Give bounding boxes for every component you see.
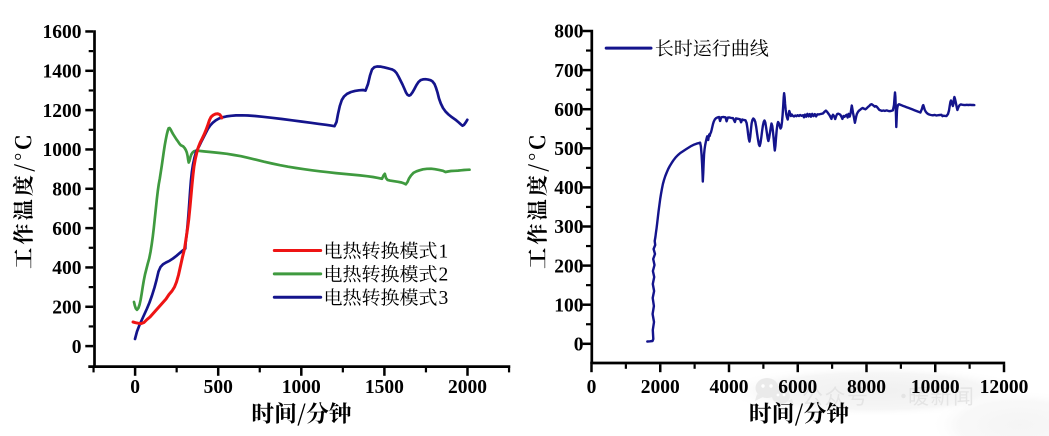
svg-text:1400: 1400 <box>43 61 82 82</box>
svg-text:100: 100 <box>554 295 583 316</box>
svg-text:0: 0 <box>130 377 140 398</box>
svg-text:200: 200 <box>554 256 583 277</box>
svg-text:200: 200 <box>52 297 81 318</box>
svg-text:1000: 1000 <box>43 140 82 161</box>
svg-text:2: 2 <box>439 265 449 286</box>
svg-text:2000: 2000 <box>448 377 487 398</box>
svg-text:6000: 6000 <box>778 377 817 398</box>
svg-text:800: 800 <box>52 179 81 200</box>
svg-text:700: 700 <box>554 61 583 82</box>
svg-text:300: 300 <box>554 217 583 238</box>
svg-text:3: 3 <box>439 288 449 309</box>
svg-text:1500: 1500 <box>365 377 404 398</box>
svg-text:500: 500 <box>204 377 233 398</box>
svg-text:1: 1 <box>439 241 449 262</box>
svg-text:4000: 4000 <box>710 377 749 398</box>
svg-text:10000: 10000 <box>911 377 960 398</box>
svg-text:8000: 8000 <box>847 377 886 398</box>
svg-text:600: 600 <box>52 219 81 240</box>
svg-text:600: 600 <box>554 100 583 121</box>
svg-text:1000: 1000 <box>282 377 321 398</box>
svg-text:400: 400 <box>554 178 583 199</box>
svg-text:0: 0 <box>72 337 82 358</box>
svg-text:500: 500 <box>554 139 583 160</box>
svg-text:2000: 2000 <box>641 377 680 398</box>
svg-text:1200: 1200 <box>43 101 82 122</box>
svg-text:1600: 1600 <box>43 22 82 43</box>
svg-text:12000: 12000 <box>980 377 1029 398</box>
svg-text:0: 0 <box>587 377 597 398</box>
svg-text:800: 800 <box>554 22 583 43</box>
svg-text:400: 400 <box>52 258 81 279</box>
svg-text:0: 0 <box>574 335 584 356</box>
